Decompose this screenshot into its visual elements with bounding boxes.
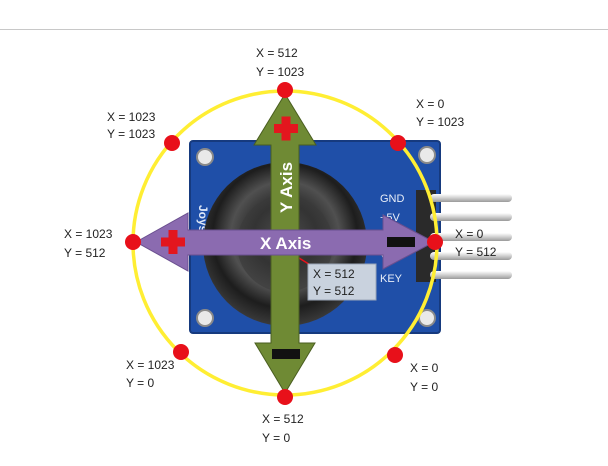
header-block: [416, 190, 436, 282]
mount-hole-top-left: [196, 148, 214, 166]
point-top-right: [390, 135, 406, 151]
y-axis-label: Y Axis: [277, 162, 296, 213]
point-right: [427, 234, 443, 250]
pin-4: [430, 252, 512, 260]
x-axis-label: X Axis: [260, 234, 311, 253]
label-top-left-x: X = 1023: [107, 110, 156, 124]
label-bottom-right-y: Y = 0: [410, 380, 438, 394]
label-top-y: Y = 1023: [256, 65, 304, 79]
pin-2: [430, 213, 512, 221]
center-x-value: X = 512: [313, 267, 355, 281]
point-left: [125, 234, 141, 250]
label-left-x: X = 1023: [64, 227, 113, 241]
label-top-x: X = 512: [256, 46, 298, 60]
point-top-left: [164, 135, 180, 151]
label-top-right-x: X = 0: [416, 97, 445, 111]
point-top: [277, 82, 293, 98]
pin-1: [430, 194, 512, 202]
plus-icon: [161, 230, 185, 254]
label-bottom-left-y: Y = 0: [126, 376, 154, 390]
label-top-right-y: Y = 1023: [416, 115, 464, 129]
label-top-left-y: Y = 1023: [107, 127, 155, 141]
minus-icon: [272, 349, 300, 359]
pin-3: [430, 233, 512, 241]
position-points: [125, 82, 443, 405]
point-bottom: [277, 389, 293, 405]
top-divider: [0, 29, 608, 30]
position-labels: X = 512 Y = 1023 X = 1023 Y = 1023 X = 0…: [64, 46, 497, 445]
point-bottom-right: [387, 347, 403, 363]
label-right-y: Y = 512: [455, 245, 497, 259]
label-right-x: X = 0: [455, 227, 484, 241]
minus-icon: [387, 237, 415, 247]
point-bottom-left: [173, 344, 189, 360]
mount-hole-top-right: [418, 146, 436, 164]
label-bottom-y: Y = 0: [262, 431, 290, 445]
label-left-y: Y = 512: [64, 246, 106, 260]
center-y-value: Y = 512: [313, 284, 355, 298]
label-bottom-left-x: X = 1023: [126, 358, 175, 372]
pin-label-gnd: GND: [380, 193, 405, 205]
pin-5: [430, 271, 512, 279]
pin-label-key: KEY: [380, 273, 403, 285]
plus-icon: [274, 116, 298, 141]
label-bottom-right-x: X = 0: [410, 361, 439, 375]
mount-hole-bottom-left: [196, 309, 214, 327]
center-value-bg: [307, 263, 377, 301]
center-value-box: X = 512 Y = 512: [307, 263, 377, 301]
label-bottom-x: X = 512: [262, 412, 304, 426]
